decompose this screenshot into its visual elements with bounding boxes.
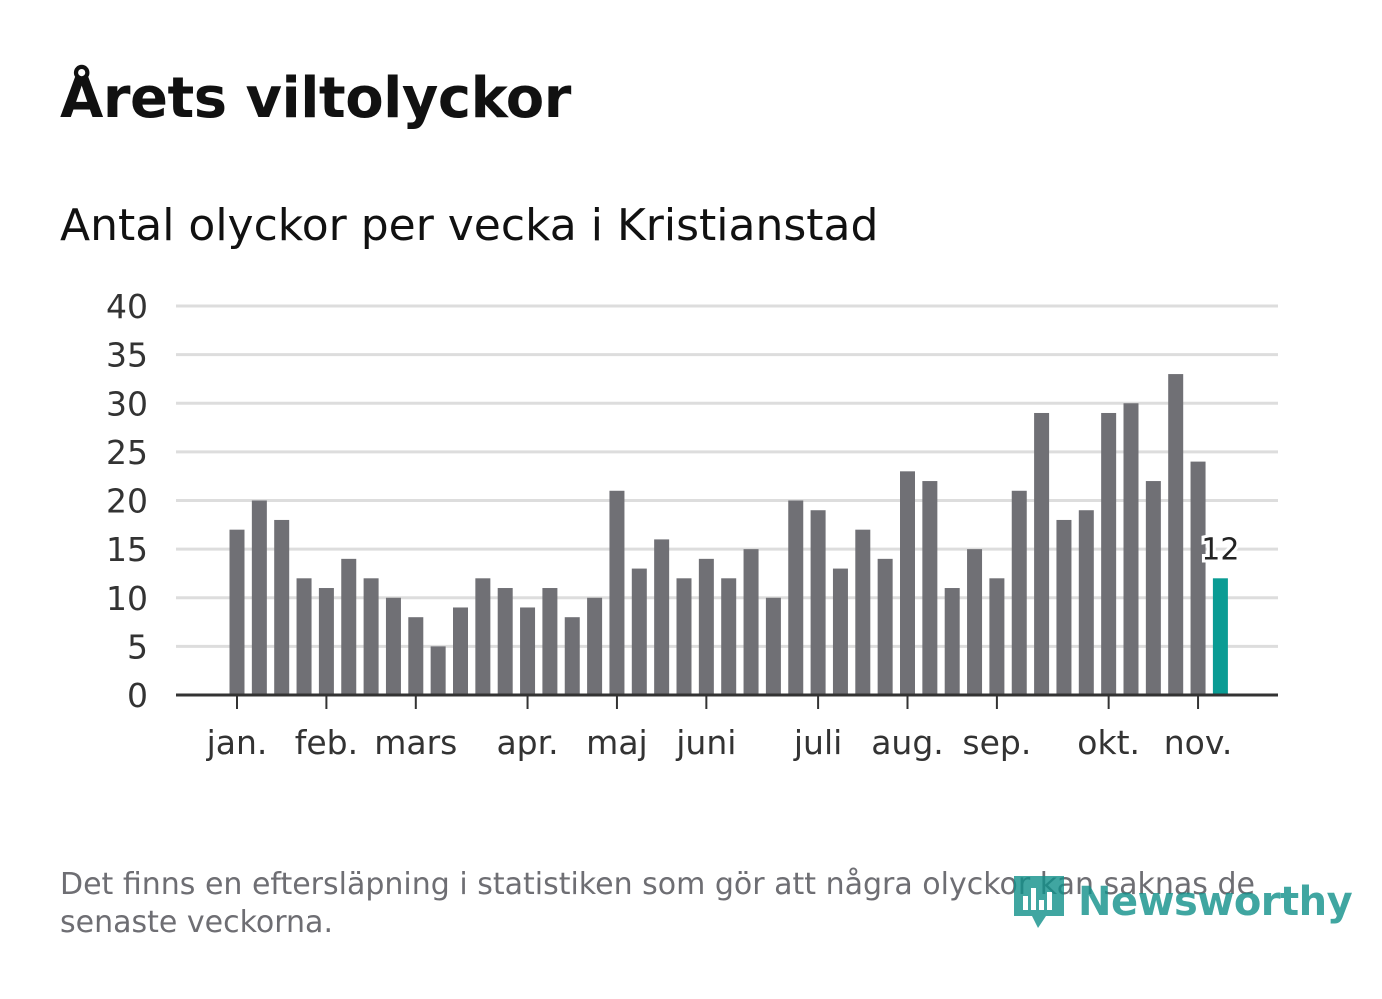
x-axis [176, 693, 1278, 709]
bar [1101, 412, 1117, 695]
bar [430, 646, 446, 695]
grid-lines [176, 304, 1278, 648]
y-axis-labels: 0 5 10 15 20 25 30 35 40 [106, 287, 148, 715]
bar [631, 568, 647, 695]
bar [609, 490, 625, 695]
bar [497, 588, 513, 695]
y-tick-label: 0 [127, 676, 148, 715]
bar [475, 578, 491, 695]
bar [542, 588, 558, 695]
bar [1145, 481, 1161, 695]
bar [765, 597, 781, 695]
bar [274, 519, 290, 695]
x-axis-labels: jan. feb. mars apr. maj juni juli aug. sep. okt. n… [206, 723, 1233, 762]
x-tick-label: juli [793, 723, 842, 762]
chart-title: Årets viltolyckor [60, 66, 571, 131]
x-tick-label: mars [374, 723, 457, 762]
bar [1123, 403, 1139, 695]
newsworthy-logo-text: Newsworthy [1078, 879, 1353, 925]
bar [698, 558, 714, 695]
x-tick-label: maj [586, 723, 648, 762]
bar [587, 597, 603, 695]
x-tick-label: jan. [206, 723, 268, 762]
x-tick-label: juni [675, 723, 736, 762]
bar [855, 529, 871, 695]
bar [229, 529, 245, 695]
bar [341, 558, 357, 695]
bar [743, 549, 759, 695]
bar [1190, 461, 1206, 695]
bar [967, 549, 983, 695]
y-tick-label: 30 [106, 384, 148, 423]
bar [900, 471, 915, 695]
x-tick-label: sep. [962, 723, 1031, 762]
y-tick-label: 40 [106, 287, 148, 326]
x-tick-label: apr. [496, 723, 558, 762]
bar [251, 500, 267, 695]
bar [721, 578, 737, 695]
data-label-latest: 12 [1201, 532, 1239, 567]
bar [788, 500, 804, 695]
bar [1034, 412, 1050, 695]
x-tick-label: feb. [295, 723, 358, 762]
data-labels: 12 [1198, 529, 1242, 570]
bar-highlight [1212, 578, 1228, 695]
bar [1078, 510, 1094, 695]
bar [654, 539, 670, 695]
bar [318, 588, 334, 695]
bar [453, 607, 468, 695]
bar [385, 597, 401, 695]
newsworthy-logo-icon [1014, 876, 1064, 928]
y-tick-label: 25 [106, 433, 148, 472]
bar [564, 617, 580, 695]
bar [1011, 490, 1027, 695]
bar [520, 607, 536, 695]
bar [989, 578, 1005, 695]
x-tick-label: okt. [1077, 723, 1140, 762]
y-tick-label: 20 [106, 482, 148, 521]
bar [944, 588, 960, 695]
bar [1168, 374, 1184, 695]
newsworthy-logo[interactable]: Newsworthy [1010, 872, 1353, 932]
y-tick-label: 5 [127, 627, 148, 666]
bar [810, 510, 826, 695]
bar [296, 578, 312, 695]
y-tick-label: 15 [106, 530, 148, 569]
x-tick-label: nov. [1164, 723, 1233, 762]
bar [832, 568, 848, 695]
bars [229, 374, 1228, 695]
bar [877, 558, 893, 695]
x-tick-label: aug. [871, 723, 944, 762]
y-tick-label: 10 [106, 579, 148, 618]
chart-subtitle: Antal olyckor per vecka i Kristianstad [60, 200, 879, 251]
bar [922, 481, 938, 695]
y-tick-label: 35 [106, 336, 148, 375]
bar [408, 617, 424, 695]
bar [1056, 519, 1072, 695]
bar [676, 578, 692, 695]
bar [363, 578, 379, 695]
